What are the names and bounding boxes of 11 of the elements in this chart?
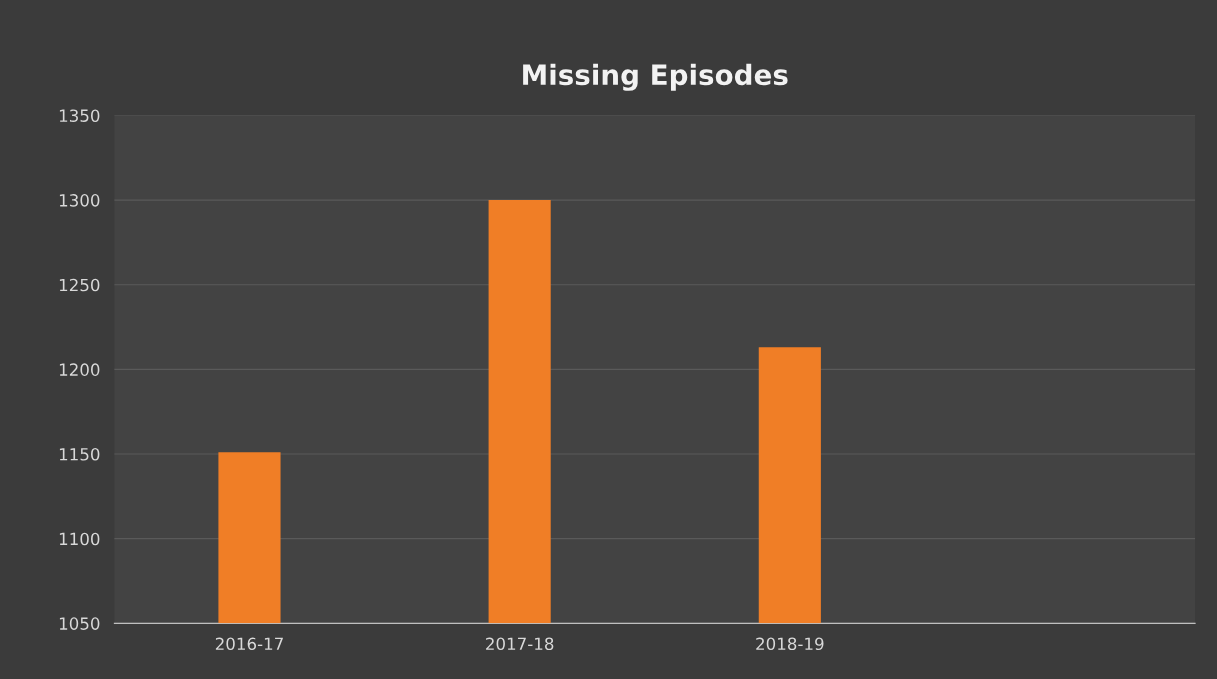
x-tick-label: 2016-17 bbox=[215, 637, 283, 651]
y-tick-label: 1050 bbox=[59, 617, 100, 630]
y-tick-label: 1150 bbox=[59, 447, 100, 461]
y-tick-label: 1200 bbox=[59, 363, 100, 376]
y-tick-label: 1350 bbox=[59, 109, 100, 122]
y-tick-label: 1100 bbox=[59, 532, 100, 546]
chart-title: Missing Episodes bbox=[523, 63, 788, 91]
x-tick-label: 2017-18 bbox=[486, 637, 554, 651]
y-tick-label: 1250 bbox=[59, 278, 100, 292]
x-tick-label: 2018-19 bbox=[756, 637, 824, 651]
y-tick-label: 1300 bbox=[59, 194, 100, 207]
